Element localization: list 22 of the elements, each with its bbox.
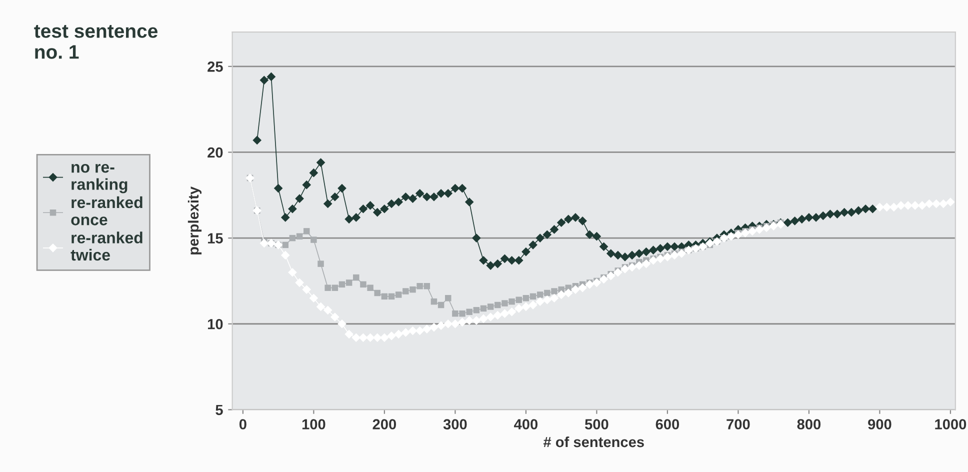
- x-axis-title: # of sentences: [543, 436, 644, 448]
- x-tick-label: 600: [656, 419, 680, 430]
- x-tick-label: 300: [443, 419, 467, 430]
- x-tick-label: 400: [514, 419, 538, 430]
- y-tick-label: 15: [208, 233, 223, 244]
- legend-label: re-ranked twice: [70, 232, 142, 261]
- x-tick-label: 100: [302, 419, 326, 430]
- x-tick-label: 500: [584, 419, 608, 430]
- chart-title: test sentence no. 1: [34, 25, 158, 59]
- x-tick-label: 900: [868, 419, 892, 430]
- y-axis-title: perplexity: [188, 186, 202, 254]
- x-tick-label: 200: [372, 419, 396, 430]
- x-tick-label: 800: [797, 419, 821, 430]
- y-tick-label: 5: [216, 404, 223, 416]
- y-tick-label: 25: [208, 62, 223, 72]
- legend-label: re-ranked once: [71, 196, 142, 226]
- x-tick-label: 0: [239, 419, 246, 430]
- y-tick-label: 20: [208, 147, 223, 158]
- x-tick-label: 1000: [935, 419, 966, 430]
- legend-label: no re-ranking: [72, 164, 128, 194]
- x-tick-label: 700: [726, 419, 750, 430]
- y-tick-label: 10: [208, 318, 223, 330]
